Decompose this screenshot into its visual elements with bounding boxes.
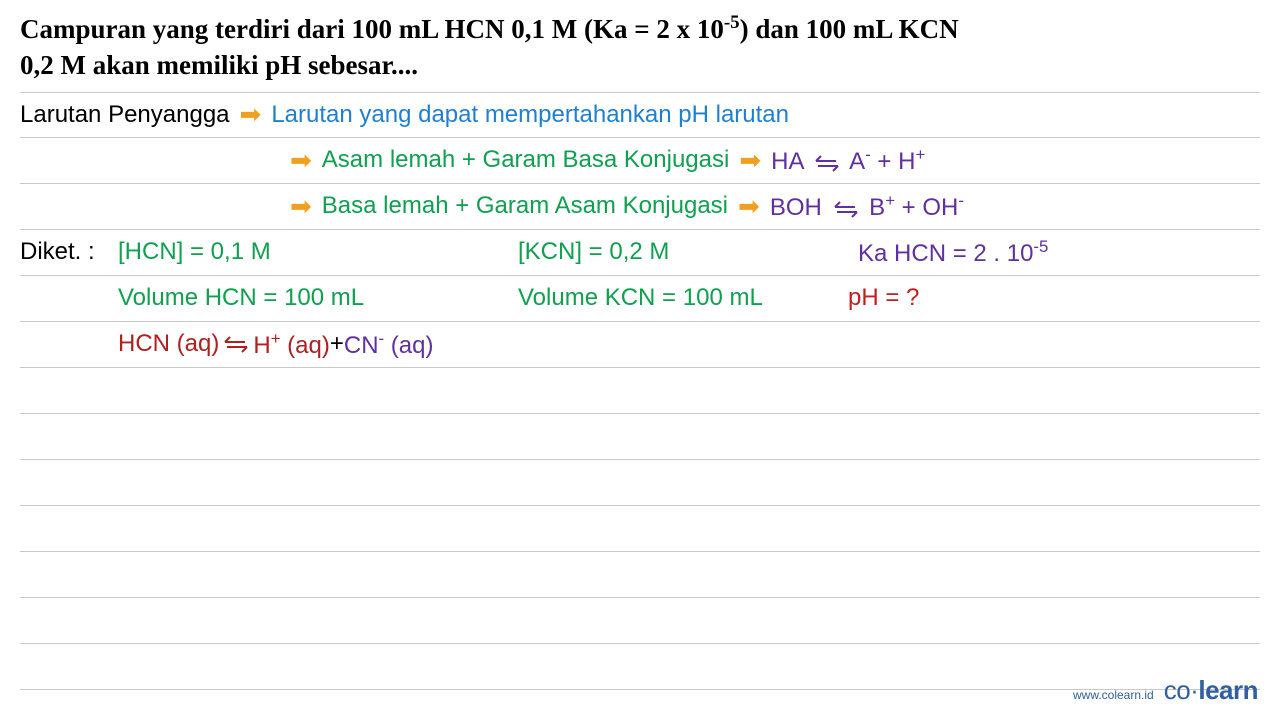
h-sup: + xyxy=(271,329,281,348)
title-sup: -5 xyxy=(724,12,740,33)
eq-oh-sup: - xyxy=(958,191,964,210)
acid-eq: HA A- + H+ xyxy=(771,145,925,176)
ruled-line xyxy=(20,368,1260,414)
cn: CN xyxy=(344,332,379,359)
h-plus-aq: H+ (aq) xyxy=(253,329,330,360)
ruled-line xyxy=(20,460,1260,506)
eq-plus-h: + H xyxy=(871,148,916,175)
line-given-2: Volume HCN = 100 mL Volume KCN = 100 mL … xyxy=(20,284,1260,312)
line-base-buffer: ➡ Basa lemah + Garam Asam Konjugasi ➡ BO… xyxy=(20,191,1260,222)
title-part1-end: ) dan 100 mL KCN xyxy=(740,14,959,44)
eq-b-sup: + xyxy=(885,191,895,210)
vol-kcn: Volume KCN = 100 mL xyxy=(518,284,848,312)
cn-aq: (aq) xyxy=(384,332,433,359)
vol-hcn: Volume HCN = 100 mL xyxy=(118,284,518,312)
eq-ha: HA xyxy=(771,148,803,175)
title-part1: Campuran yang terdiri dari 100 mL HCN 0,… xyxy=(20,14,724,44)
footer-logo: co·learn xyxy=(1164,675,1258,706)
hcn-aq: HCN (aq) xyxy=(118,330,219,358)
line-definition: Larutan Penyangga ➡ Larutan yang dapat m… xyxy=(20,99,1260,130)
label-penyangga: Larutan Penyangga xyxy=(20,101,230,129)
label-diket: Diket. : xyxy=(20,238,118,266)
plus-sign: + xyxy=(330,330,344,358)
eq-boh: BOH xyxy=(770,194,822,221)
eq-plus-oh: + OH xyxy=(895,194,958,221)
line-dissociation: HCN (aq) H+ (aq) + CN- (aq) xyxy=(20,329,1260,360)
arrow-icon: ➡ xyxy=(738,191,760,222)
h: H xyxy=(253,332,270,359)
ruled-line xyxy=(20,506,1260,552)
line-given-1: Diket. : [HCN] = 0,1 M [KCN] = 0,2 M Ka … xyxy=(20,237,1260,268)
cn-minus-aq: CN- (aq) xyxy=(344,329,434,360)
logo-co: co xyxy=(1164,675,1190,705)
line-acid-buffer: ➡ Asam lemah + Garam Basa Konjugasi ➡ HA… xyxy=(20,145,1260,176)
arrow-icon: ➡ xyxy=(290,145,312,176)
ka-hcn: Ka HCN = 2 . 10-5 xyxy=(858,237,1048,268)
ph-unknown: pH = ? xyxy=(848,284,919,312)
definition-text: Larutan yang dapat mempertahankan pH lar… xyxy=(271,101,789,129)
title-part2: 0,2 M akan memiliki pH sebesar.... xyxy=(20,50,418,80)
footer: www.colearn.id co·learn xyxy=(1073,675,1258,706)
ka-sup: -5 xyxy=(1033,237,1048,256)
logo-learn: learn xyxy=(1198,675,1258,705)
base-buffer-text: Basa lemah + Garam Asam Konjugasi xyxy=(322,192,728,220)
h-aq: (aq) xyxy=(281,332,330,359)
eq-b: B xyxy=(869,194,885,221)
question-title: Campuran yang terdiri dari 100 mL HCN 0,… xyxy=(20,10,1260,84)
arrow-icon: ➡ xyxy=(290,191,312,222)
equilibrium-icon xyxy=(833,200,859,218)
kcn-conc: [KCN] = 0,2 M xyxy=(518,238,858,266)
footer-url: www.colearn.id xyxy=(1073,688,1154,702)
eq-a: A xyxy=(849,148,865,175)
ruled-line xyxy=(20,414,1260,460)
ruled-line xyxy=(20,552,1260,598)
ka-text: Ka HCN = 2 . 10 xyxy=(858,240,1033,267)
equilibrium-icon xyxy=(223,335,249,353)
eq-h-sup: + xyxy=(915,145,925,164)
hcn-conc: [HCN] = 0,1 M xyxy=(118,238,518,266)
ruled-line xyxy=(20,598,1260,644)
arrow-icon: ➡ xyxy=(240,99,262,130)
arrow-icon: ➡ xyxy=(739,145,761,176)
base-eq: BOH B+ + OH- xyxy=(770,191,964,222)
acid-buffer-text: Asam lemah + Garam Basa Konjugasi xyxy=(322,146,730,174)
equilibrium-icon xyxy=(814,154,840,172)
